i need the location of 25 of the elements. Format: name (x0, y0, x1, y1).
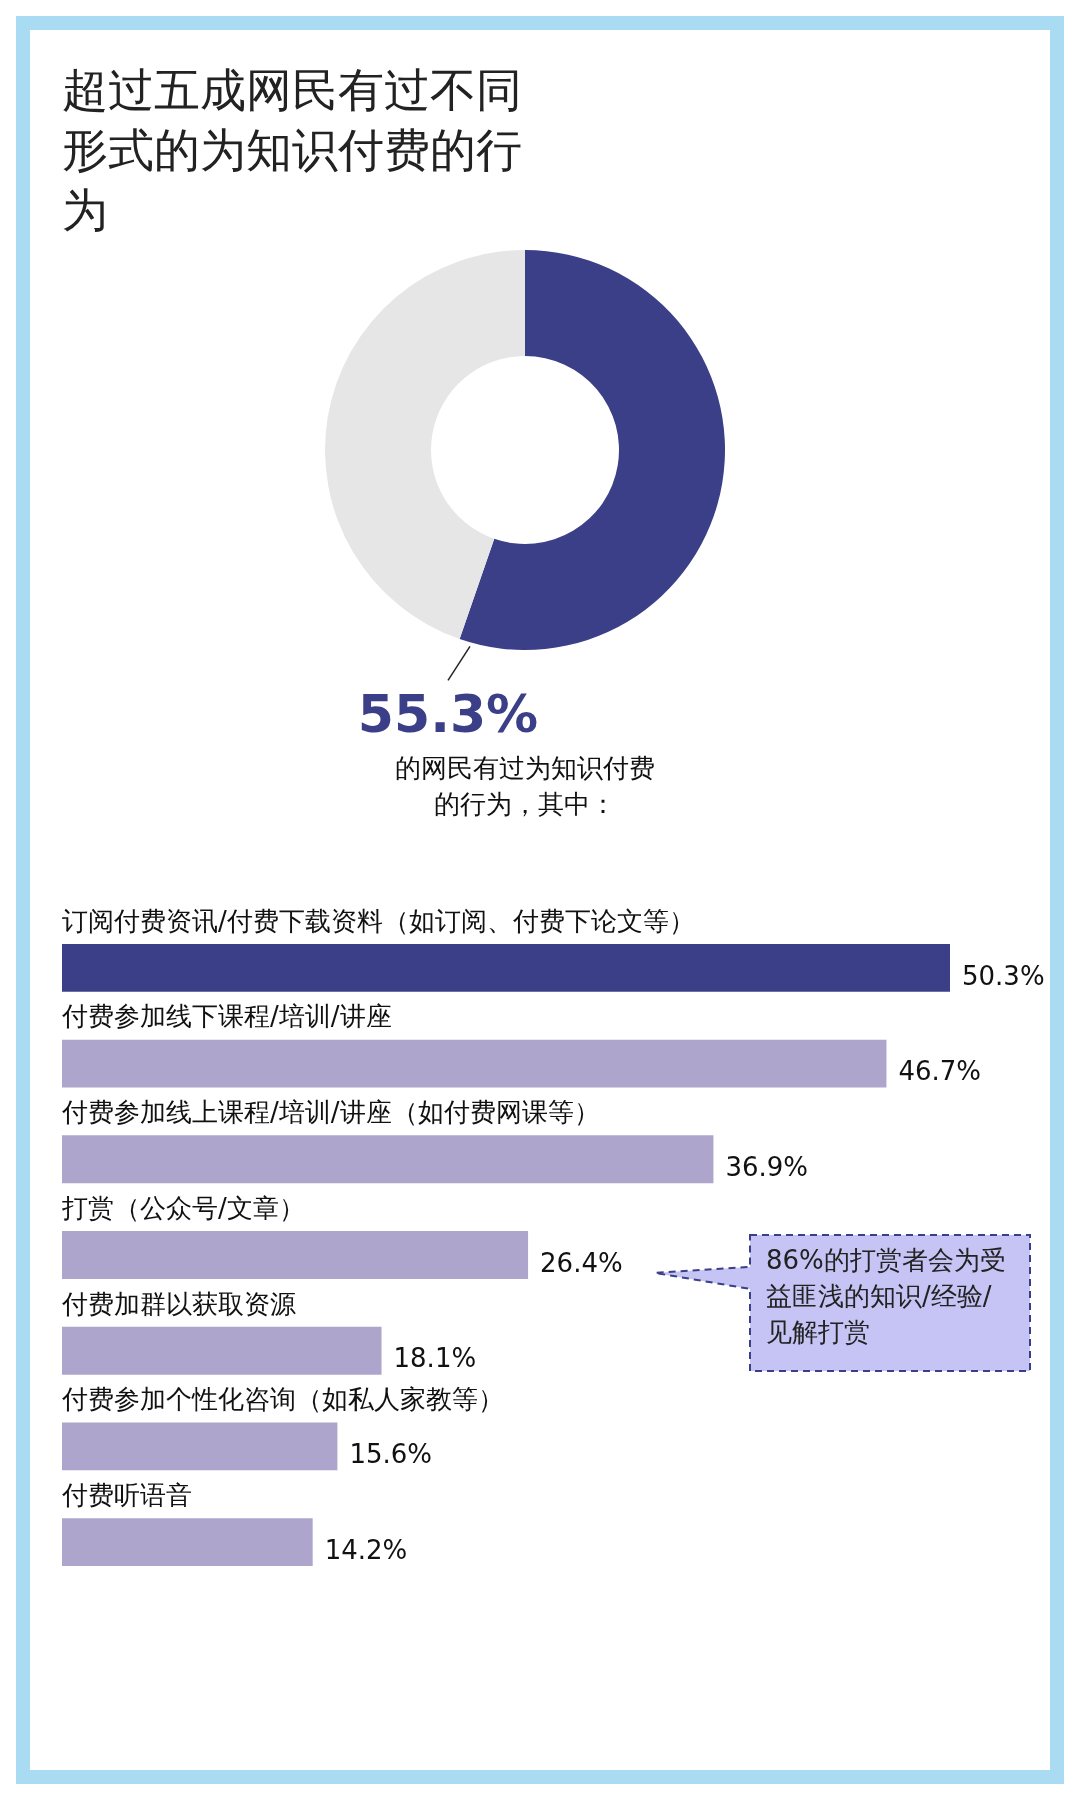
data-label: 50.3% (962, 960, 1045, 991)
annotation: 86%的打赏者会为受益匪浅的知识/经验/见解打赏 (766, 1244, 1006, 1347)
chart-title: 超过五成网民有过不同形式的为知识付费的行为 (62, 62, 523, 239)
data-label: 15.6% (349, 1439, 433, 1470)
category-label: 付费加群以获取资源 (62, 1288, 296, 1319)
category-label: 付费参加个性化咨询（如私人家教等） (62, 1384, 504, 1415)
bar (62, 1231, 529, 1279)
bar (62, 1039, 887, 1088)
data-label: 18.1% (393, 1343, 477, 1374)
data-label: 26.4% (540, 1247, 623, 1278)
category-label: 订阅付费资讯/付费下载资料（如订阅、付费下论文等） (62, 905, 695, 936)
bar (62, 1422, 338, 1471)
category-label: 付费听语音 (62, 1479, 192, 1510)
data-label: 55.3% (357, 683, 539, 744)
bar (62, 1135, 714, 1184)
category-label: 付费参加线上课程/培训/讲座（如付费网课等） (62, 1097, 600, 1128)
text: 的网民有过为知识付费的行为，其中： (394, 752, 656, 821)
bar (62, 1326, 382, 1375)
category-label: 打赏（公众号/文章） (62, 1192, 305, 1223)
data-label: 36.9% (725, 1152, 809, 1183)
data-label: 46.7% (898, 1056, 982, 1087)
category-label: 付费参加线下课程/培训/讲座 (62, 1001, 392, 1032)
data-label: 14.2% (324, 1534, 408, 1565)
bar (62, 1518, 313, 1567)
bar (62, 943, 950, 992)
